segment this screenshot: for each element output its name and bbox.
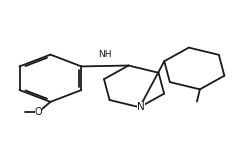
Text: O: O [35,107,42,117]
Text: N: N [137,102,145,112]
Text: NH: NH [98,50,112,59]
